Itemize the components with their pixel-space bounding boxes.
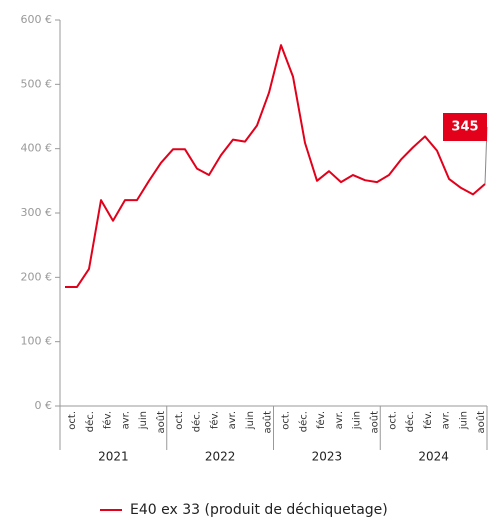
year-label: 2023 [312,450,343,464]
year-label: 2021 [98,450,129,464]
x-tick-label: août [262,411,274,434]
year-label: 2022 [205,450,236,464]
x-tick-label: oct. [281,411,292,430]
x-tick-label: fév. [208,411,220,429]
annotation-label: 345 [451,120,478,135]
x-tick-label: juin [458,411,469,430]
annotation-box [443,113,487,141]
legend-label: E40 ex 33 (produit de déchiquetage) [130,502,388,518]
x-tick-label: avr. [441,411,452,429]
year-label: 2024 [418,450,449,464]
x-tick-label: août [475,411,487,434]
y-tick-label: 200 € [21,270,53,283]
x-tick-label: juin [352,411,363,430]
x-tick-label: déc. [84,411,96,432]
x-tick-label: oct. [174,411,185,430]
x-tick-label: fév. [422,411,434,429]
x-tick-label: oct. [387,411,398,430]
y-tick-label: 400 € [21,142,53,155]
x-tick-label: avr. [120,411,131,429]
x-tick-label: juin [138,411,149,430]
y-tick-label: 500 € [21,77,53,90]
x-tick-label: oct. [67,411,78,430]
y-tick-label: 600 € [21,13,53,26]
x-tick-label: fév. [102,411,114,429]
x-tick-label: avr. [227,411,238,429]
y-tick-label: 0 € [35,399,53,412]
x-tick-label: avr. [334,411,345,429]
x-tick-label: déc. [404,411,416,432]
y-tick-label: 300 € [21,206,53,219]
x-tick-label: août [368,411,380,434]
data-line [65,44,486,288]
x-tick-label: fév. [315,411,327,429]
x-tick-label: déc. [191,411,203,432]
x-tick-label: déc. [297,411,309,432]
x-tick-label: juin [245,411,256,430]
y-tick-label: 100 € [21,335,53,348]
x-tick-label: août [155,411,167,434]
